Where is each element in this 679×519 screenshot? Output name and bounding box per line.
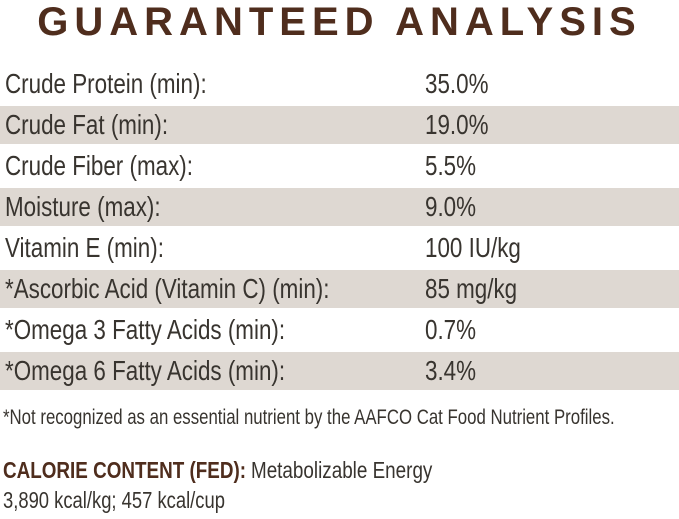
table-row: Vitamin E (min): 100 IU/kg	[0, 226, 679, 270]
table-row: Crude Protein (min): 35.0%	[0, 62, 679, 106]
nutrient-label: *Omega 6 Fatty Acids (min):	[5, 355, 286, 386]
nutrient-value: 3.4%	[425, 355, 477, 386]
calorie-content-label: CALORIE CONTENT (FED):	[3, 457, 247, 483]
table-row: *Omega 6 Fatty Acids (min): 3.4%	[0, 352, 679, 390]
page-title: GUARANTEED ANALYSIS	[37, 0, 642, 44]
table-row: *Omega 3 Fatty Acids (min): 0.7%	[0, 308, 679, 352]
table-row: *Ascorbic Acid (Vitamin C) (min): 85 mg/…	[0, 270, 679, 308]
aafco-footnote: *Not recognized as an essential nutrient…	[3, 406, 615, 429]
nutrient-label: Crude Fiber (max):	[5, 150, 193, 181]
nutrient-value: 85 mg/kg	[425, 273, 518, 304]
nutrient-value: 35.0%	[425, 68, 489, 99]
nutrient-value: 9.0%	[425, 191, 477, 222]
nutrient-label: Vitamin E (min):	[5, 232, 164, 263]
table-row: Crude Fat (min): 19.0%	[0, 106, 679, 144]
nutrient-value: 0.7%	[425, 314, 477, 345]
nutrient-label: *Omega 3 Fatty Acids (min):	[5, 314, 286, 345]
nutrient-value: 100 IU/kg	[425, 232, 521, 263]
nutrient-value: 19.0%	[425, 109, 489, 140]
nutrient-label: Moisture (max):	[5, 191, 161, 222]
analysis-table: Crude Protein (min): 35.0% Crude Fat (mi…	[0, 62, 679, 390]
calorie-content-description: Metabolizable Energy	[250, 457, 433, 483]
nutrient-label: Crude Fat (min):	[5, 109, 169, 140]
table-row: Moisture (max): 9.0%	[0, 188, 679, 226]
calorie-content-values: 3,890 kcal/kg; 457 kcal/cup	[3, 487, 225, 513]
nutrient-value: 5.5%	[425, 150, 477, 181]
nutrient-label: *Ascorbic Acid (Vitamin C) (min):	[5, 273, 330, 304]
table-row: Crude Fiber (max): 5.5%	[0, 144, 679, 188]
calorie-content-heading: CALORIE CONTENT (FED): Metabolizable Ener…	[3, 457, 432, 484]
nutrient-label: Crude Protein (min):	[5, 68, 207, 99]
